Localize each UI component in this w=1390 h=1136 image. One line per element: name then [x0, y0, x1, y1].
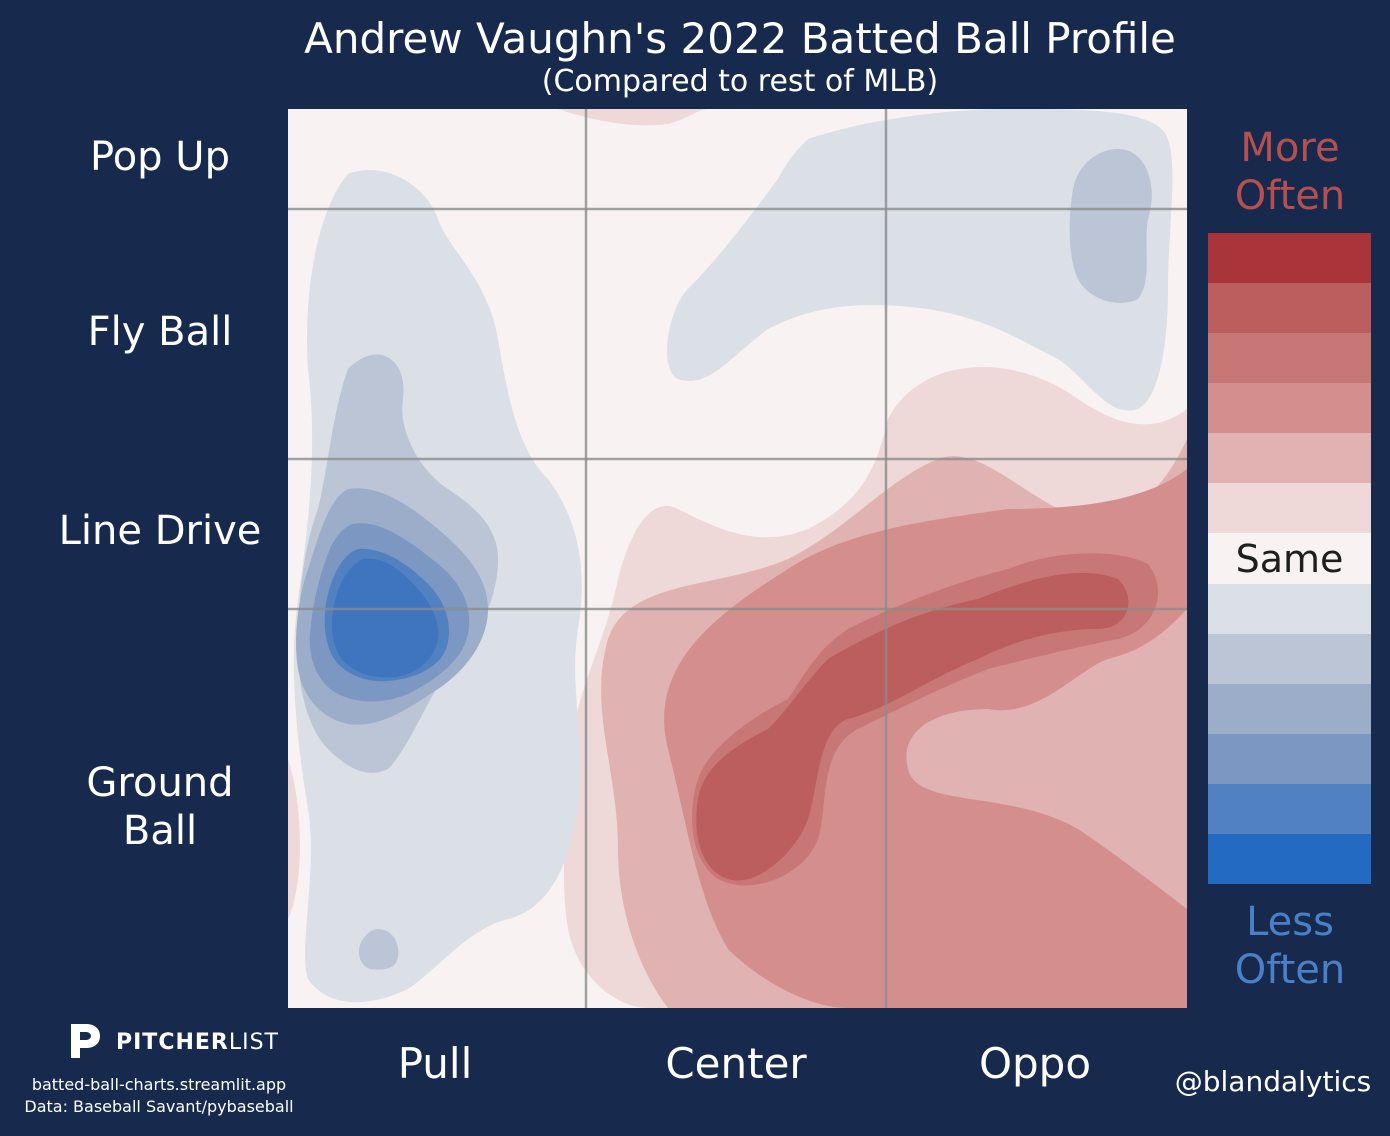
legend-swatch — [1208, 683, 1371, 735]
legend-swatch — [1208, 733, 1371, 785]
legend-same-label: Same — [1235, 537, 1344, 581]
legend-more-line1: More — [1240, 125, 1340, 171]
legend-swatch — [1208, 283, 1371, 334]
pitcherlist-icon — [71, 1024, 100, 1058]
x-label-pull: Pull — [397, 1039, 473, 1088]
author-handle: @blandalytics — [1174, 1065, 1372, 1098]
legend-swatch — [1208, 333, 1371, 384]
contour-less-2-top — [1069, 149, 1152, 303]
contour-more-5 — [696, 572, 1129, 881]
legend-swatch — [1208, 583, 1371, 635]
legend-swatch — [1208, 483, 1371, 534]
heatmap-plot — [288, 109, 1187, 1008]
legend-more-line2: Often — [1234, 173, 1346, 219]
y-label-fly-ball: Fly Ball — [87, 309, 233, 355]
legend-less-line2: Often — [1234, 947, 1346, 993]
legend-swatch — [1208, 783, 1371, 835]
contour-more-1-left — [288, 759, 300, 919]
data-credit: Data: Baseball Savant/pybaseball — [24, 1097, 294, 1116]
legend-swatch — [1208, 383, 1371, 434]
legend-swatch — [1208, 633, 1371, 685]
legend-swatch — [1208, 433, 1371, 484]
y-label-line-drive: Line Drive — [58, 508, 262, 554]
logo-bold-text: PITCHER — [116, 1030, 229, 1055]
logo-thin-text: LIST — [228, 1030, 279, 1055]
x-label-center: Center — [665, 1039, 807, 1088]
chart-subtitle: (Compared to rest of MLB) — [541, 64, 939, 99]
contour-less-1-top — [667, 109, 1173, 411]
color-legend — [1208, 233, 1371, 885]
x-label-oppo: Oppo — [978, 1039, 1092, 1088]
legend-swatch — [1208, 233, 1371, 284]
contour-less-6 — [331, 558, 439, 678]
legend-less-line1: Less — [1246, 899, 1334, 945]
legend-swatch — [1208, 533, 1371, 585]
y-label-pop-up: Pop Up — [90, 134, 230, 180]
chart-title: Andrew Vaughn's 2022 Batted Ball Profile — [304, 14, 1176, 63]
contour-more-1-top — [558, 109, 708, 126]
pitcherlist-logo: PITCHERLIST — [68, 1022, 278, 1062]
y-label-ground-ball-line1: Ground — [86, 760, 234, 806]
contour-less-2-small — [358, 929, 399, 970]
legend-swatch — [1208, 833, 1371, 885]
y-label-ground-ball-line2: Ball — [122, 808, 198, 854]
app-url: batted-ball-charts.streamlit.app — [31, 1075, 287, 1094]
